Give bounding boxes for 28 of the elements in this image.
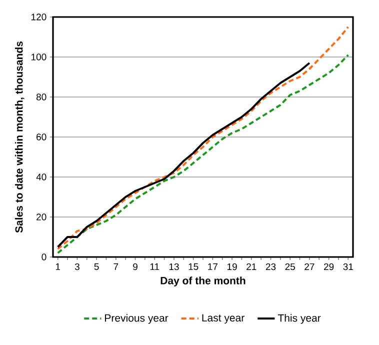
x-tick-label: 19 [227,263,237,270]
y-tick-label: 80 [36,94,46,100]
x-tick-label: 21 [246,263,256,270]
y-tick-label: 40 [36,174,46,180]
x-tick-label: 13 [169,263,179,270]
y-tick-label: 20 [36,214,46,220]
x-tick-label: 15 [188,263,198,270]
x-tick-label: 27 [304,263,314,270]
legend-label: This year [278,314,321,324]
y-tick-label: 0 [42,254,46,260]
x-tick-label: 3 [74,263,80,270]
x-tick-label: 31 [343,263,353,270]
x-tick-label: 25 [285,263,295,270]
x-axis-title: Day of the month [160,276,246,286]
x-tick-label: 11 [150,263,160,270]
legend-label: Previous year [105,314,168,324]
x-tick-label: 1 [56,263,60,270]
x-tick-label: 29 [324,263,334,270]
x-tick-label: 5 [94,263,99,270]
x-tick-label: 17 [208,263,218,270]
x-tick-label: 9 [133,263,138,270]
y-tick-label: 120 [32,14,46,20]
y-tick-label: 60 [36,134,46,140]
x-tick-label: 7 [114,263,118,270]
y-tick-label: 100 [32,54,46,60]
legend-label: Last year [202,314,244,324]
y-axis-title: Sales to date within month, thousands [15,41,24,233]
x-tick-label: 23 [266,263,276,270]
